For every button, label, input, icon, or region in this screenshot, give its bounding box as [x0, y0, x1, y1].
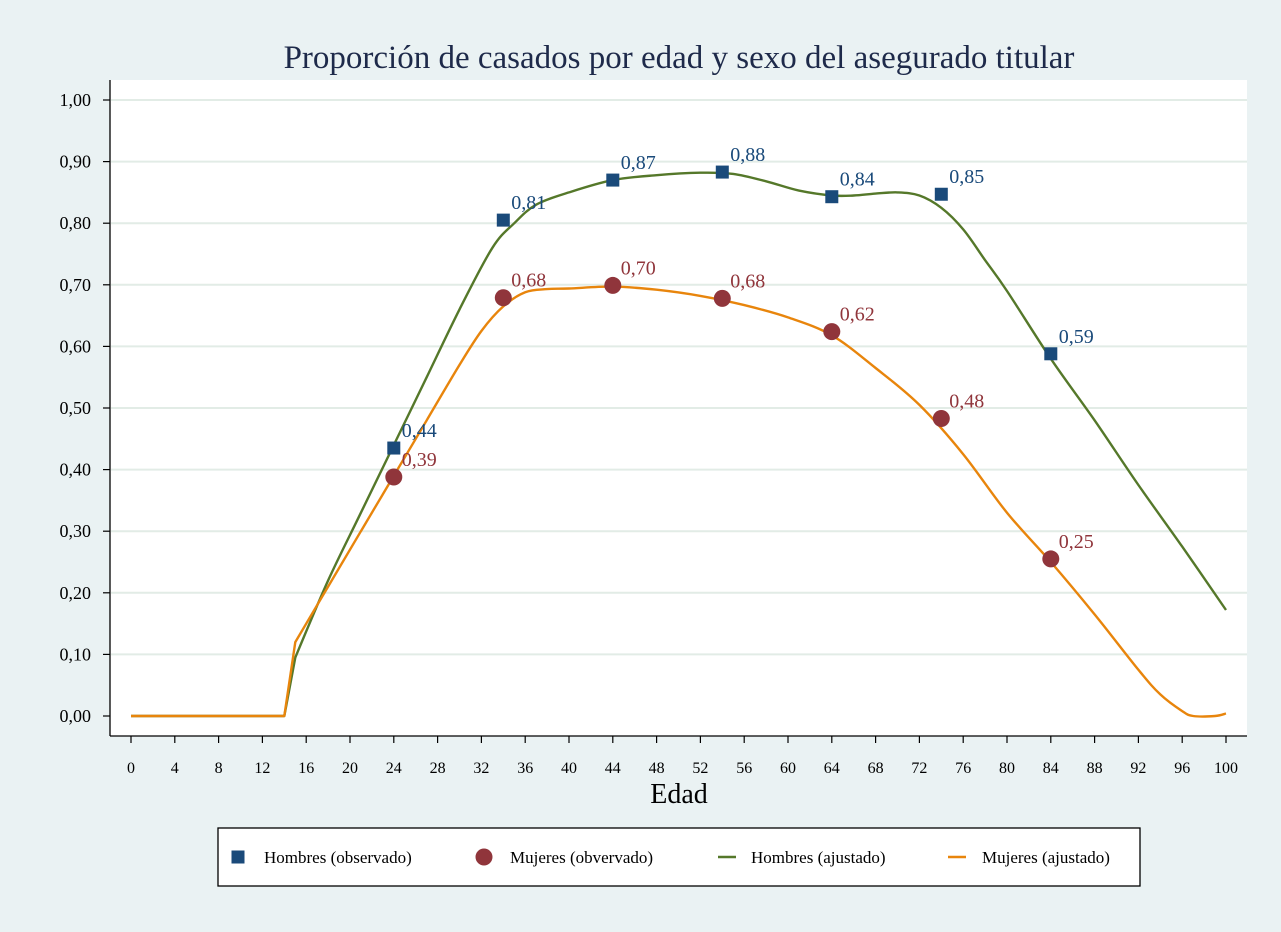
data-label: 0,81 [511, 192, 546, 214]
data-label: 0,70 [621, 257, 656, 279]
y-tick-label: 0,00 [60, 706, 92, 726]
x-ticks: 0 4 8 12 16 20 24 28 32 36 40 44 48 52 56 60 64 68 72 76 80 8… [127, 736, 1238, 777]
x-tick-label: 100 [1214, 760, 1238, 777]
x-tick-label: 68 [868, 760, 884, 777]
x-tick-label: 4 [171, 760, 179, 777]
data-label: 0,39 [402, 449, 437, 471]
marker-mujeres-observado [494, 289, 512, 307]
x-tick-label: 20 [342, 760, 358, 777]
data-label: 0,84 [840, 169, 875, 191]
data-label: 0,44 [402, 420, 437, 442]
marker-hombres-observado [387, 441, 401, 455]
x-tick-label: 80 [999, 760, 1015, 777]
x-tick-label: 76 [955, 760, 971, 777]
legend-items: Hombres (observado) Mujeres (obvervado) Ho… [231, 848, 1110, 867]
legend-box [217, 827, 1141, 887]
point-labels: 0,44 0,81 0,87 0,88 0,84 0,85 0,59 0,39 0,68 0,70… [402, 144, 1094, 553]
marker-mujeres-observado [385, 468, 403, 486]
marker-hombres-observado [934, 187, 948, 201]
x-tick-label: 36 [517, 760, 533, 777]
y-tick-label: 1,00 [60, 90, 92, 110]
y-tick-label: 0,60 [60, 336, 92, 356]
series-line-hombres-ajustado [131, 171, 1227, 718]
legend-label: Mujeres (obvervado) [510, 848, 653, 867]
data-label: 0,87 [621, 152, 656, 174]
y-tick-label: 0,50 [60, 398, 92, 418]
y-ticks: 0,00 0,10 0,20 0,30 0,40 0,50 0,60 0,70 0,80 0,90… [60, 90, 110, 726]
x-tick-label: 56 [736, 760, 752, 777]
x-tick-label: 72 [911, 760, 927, 777]
x-tick-label: 52 [692, 760, 708, 777]
legend: Hombres (observado) Mujeres (obvervado) Ho… [217, 827, 1141, 887]
grid [111, 99, 1247, 656]
x-tick-label: 60 [780, 760, 796, 777]
y-tick-label: 0,90 [60, 152, 92, 172]
y-tick-label: 0,70 [60, 275, 92, 295]
legend-symbol-square [231, 850, 245, 864]
observed-markers [385, 165, 1060, 568]
data-label: 0,88 [730, 144, 765, 166]
marker-mujeres-observado [1042, 550, 1060, 568]
x-tick-label: 84 [1043, 760, 1059, 777]
marker-mujeres-observado [823, 323, 841, 341]
data-label: 0,59 [1059, 326, 1094, 348]
fitted-lines [131, 171, 1227, 718]
x-tick-label: 12 [254, 760, 270, 777]
x-tick-label: 64 [824, 760, 840, 777]
marker-mujeres-observado [604, 276, 622, 294]
y-tick-label: 0,80 [60, 213, 92, 233]
series-line-mujeres-ajustado [131, 285, 1227, 718]
x-tick-label: 8 [215, 760, 223, 777]
marker-hombres-observado [1044, 347, 1058, 361]
x-tick-label: 16 [298, 760, 314, 777]
legend-label: Mujeres (ajustado) [982, 848, 1110, 867]
x-tick-label: 0 [127, 760, 135, 777]
data-label: 0,68 [511, 270, 546, 292]
y-tick-label: 0,10 [60, 644, 92, 664]
marker-hombres-observado [715, 165, 729, 179]
legend-symbol-circle [475, 848, 493, 866]
y-tick-label: 0,40 [60, 460, 92, 480]
data-label: 0,25 [1059, 531, 1094, 553]
x-tick-label: 24 [386, 760, 402, 777]
data-label: 0,48 [949, 390, 984, 412]
y-tick-label: 0,20 [60, 583, 92, 603]
marker-mujeres-observado [713, 289, 731, 307]
x-tick-label: 40 [561, 760, 577, 777]
data-label: 0,68 [730, 270, 765, 292]
x-tick-label: 44 [605, 760, 621, 777]
x-tick-label: 32 [473, 760, 489, 777]
chart-title: Proporción de casados por edad y sexo de… [284, 40, 1075, 76]
y-tick-label: 0,30 [60, 521, 92, 541]
x-tick-label: 92 [1130, 760, 1146, 777]
legend-label: Hombres (ajustado) [751, 848, 886, 867]
marker-hombres-observado [606, 173, 620, 187]
x-tick-label: 96 [1174, 760, 1190, 777]
legend-label: Hombres (observado) [264, 848, 412, 867]
x-tick-label: 28 [430, 760, 446, 777]
marker-hombres-observado [825, 190, 839, 204]
x-tick-label: 48 [649, 760, 665, 777]
x-axis-label: Edad [650, 779, 708, 810]
x-tick-label: 88 [1087, 760, 1103, 777]
marker-hombres-observado [496, 213, 510, 227]
data-label: 0,62 [840, 304, 875, 326]
marker-mujeres-observado [932, 409, 950, 427]
data-label: 0,85 [949, 166, 984, 188]
